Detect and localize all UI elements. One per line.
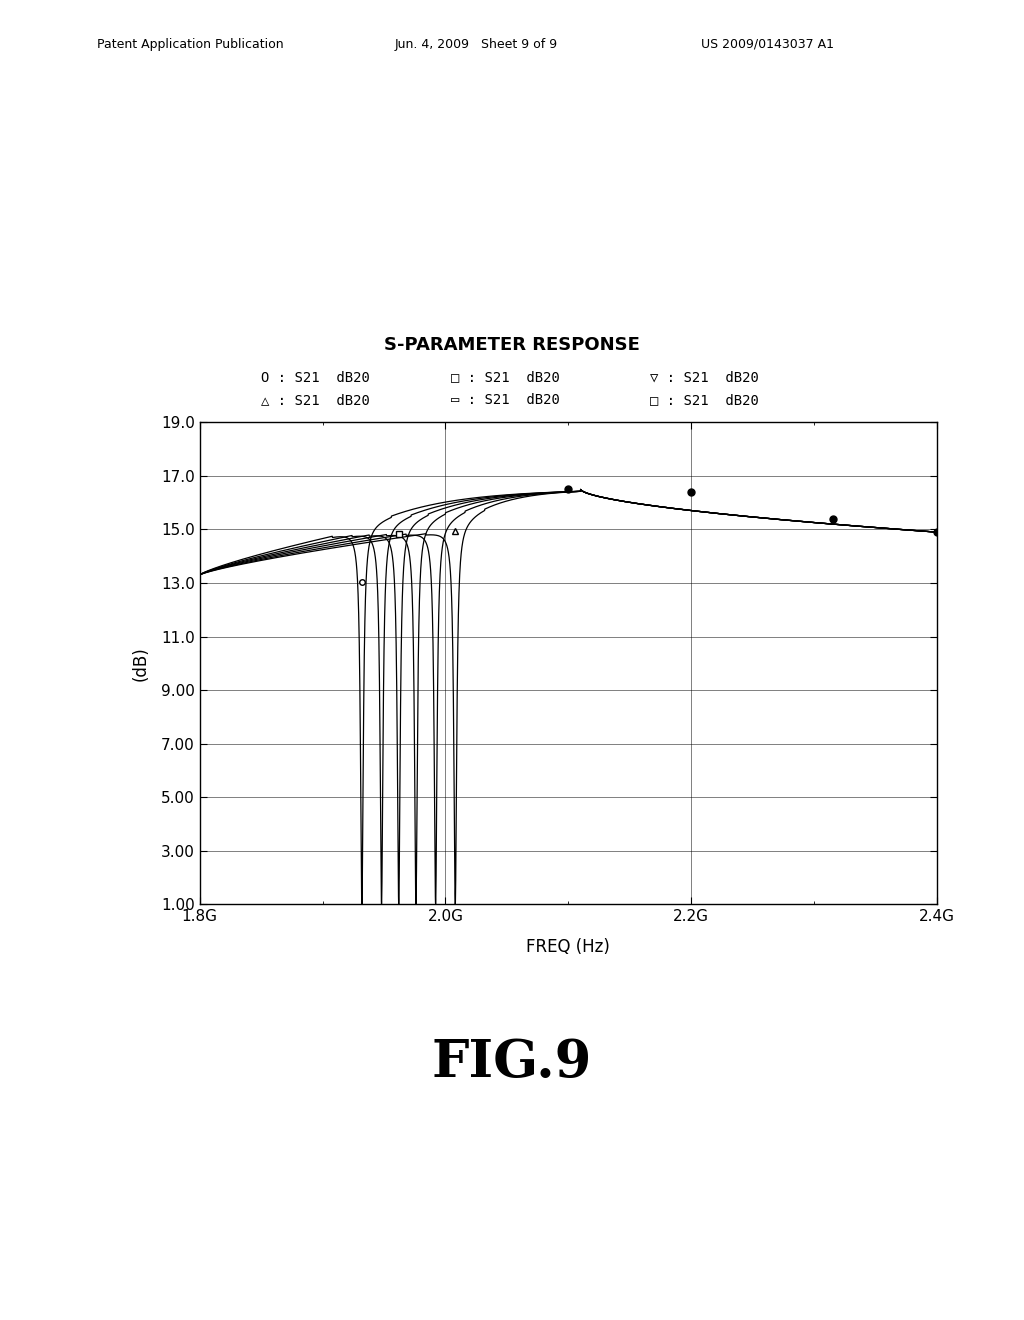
Text: □ : S21  dB20: □ : S21 dB20	[650, 393, 759, 407]
Text: △ : S21  dB20: △ : S21 dB20	[261, 393, 370, 407]
Text: Patent Application Publication: Patent Application Publication	[97, 37, 284, 50]
Text: □ : S21  dB20: □ : S21 dB20	[451, 371, 559, 384]
Text: US 2009/0143037 A1: US 2009/0143037 A1	[701, 37, 835, 50]
Text: FIG.9: FIG.9	[432, 1038, 592, 1088]
Text: ▽ : S21  dB20: ▽ : S21 dB20	[650, 371, 759, 384]
Text: Jun. 4, 2009   Sheet 9 of 9: Jun. 4, 2009 Sheet 9 of 9	[394, 37, 557, 50]
Y-axis label: (dB): (dB)	[132, 645, 150, 681]
Text: ▭ : S21  dB20: ▭ : S21 dB20	[451, 393, 559, 407]
Text: S-PARAMETER RESPONSE: S-PARAMETER RESPONSE	[384, 335, 640, 354]
Text: O : S21  dB20: O : S21 dB20	[261, 371, 370, 384]
X-axis label: FREQ (Hz): FREQ (Hz)	[526, 939, 610, 956]
